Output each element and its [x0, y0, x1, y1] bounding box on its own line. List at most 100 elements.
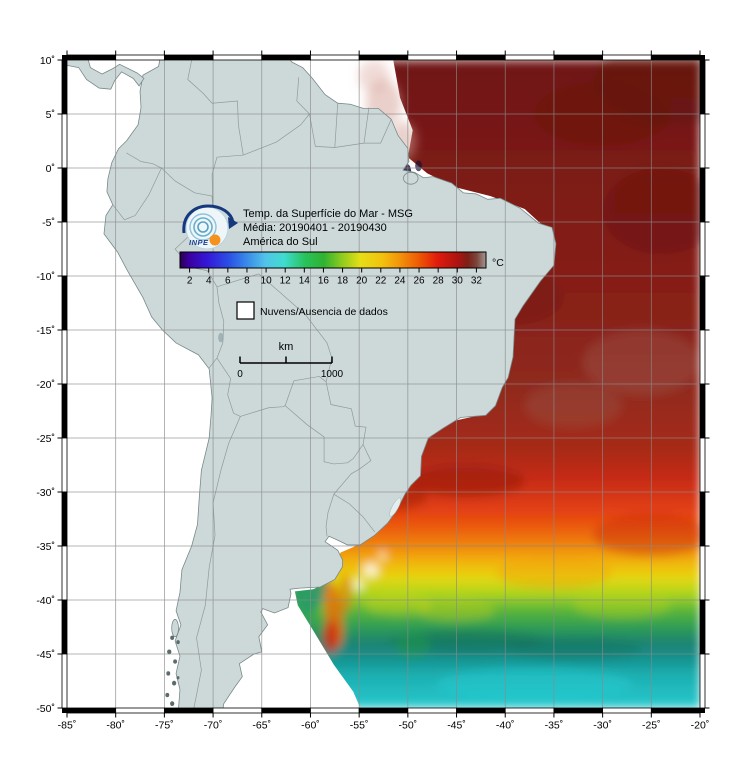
- frame-segment-top: [310, 54, 360, 61]
- frame-segment-right: [699, 59, 706, 115]
- lon-tick-label: -85˚: [58, 720, 77, 732]
- sst-patch: [583, 330, 701, 395]
- lat-tick-label: -15˚: [36, 325, 55, 337]
- map-interior: [67, 46, 701, 715]
- frame-segment-bottom: [456, 707, 506, 714]
- frame-corner: [62, 55, 67, 60]
- frame-segment-left: [61, 491, 68, 547]
- frame-segment-left: [61, 167, 68, 223]
- lon-tick-label: -55˚: [350, 720, 369, 732]
- frame-segment-bottom: [407, 707, 457, 714]
- scale-bar-unit: km: [279, 341, 294, 353]
- colorbar-tick-label: 16: [318, 276, 330, 287]
- sst-warm-filament: [338, 574, 353, 613]
- sst-patch: [524, 384, 623, 428]
- cloud-gap: [377, 551, 388, 561]
- logo-orbit-ring-icon: [197, 221, 209, 233]
- frame-segment-left: [61, 545, 68, 601]
- frame-segment-left: [61, 437, 68, 493]
- frame-segment-right: [699, 437, 706, 493]
- sst-eddy: [395, 632, 431, 659]
- frame-segment-bottom: [212, 707, 263, 714]
- frame-segment-top: [115, 54, 165, 61]
- colorbar-tick-label: 10: [261, 276, 273, 287]
- colorbar-gradient: [179, 251, 487, 269]
- cloud-gap: [363, 563, 379, 577]
- frame-segment-right: [699, 653, 706, 709]
- lat-tick-label: -5˚: [42, 217, 55, 229]
- frame-segment-right: [699, 545, 706, 601]
- nodata-legend: Nuvens/Ausencia de dados: [236, 301, 388, 320]
- lon-tick-label: -60˚: [301, 720, 320, 732]
- frame-segment-top: [261, 54, 311, 61]
- island-dot: [176, 676, 180, 680]
- lagoon-patos: [388, 496, 403, 518]
- island-dot: [170, 635, 175, 640]
- frame-segment-left: [61, 113, 68, 169]
- frame-segment-bottom: [115, 707, 165, 714]
- frame-segment-top: [358, 54, 409, 61]
- frame-segment-right: [699, 329, 706, 385]
- lat-tick-label: 0˚: [46, 163, 55, 175]
- lon-tick-label: -35˚: [545, 720, 564, 732]
- island-dot: [171, 680, 177, 686]
- frame-segment-left: [61, 329, 68, 385]
- frame-segment-bottom: [553, 707, 604, 714]
- map-title-block: Temp. da Superfície do Mar - MSG Média: …: [243, 208, 413, 248]
- frame-segment-left: [61, 653, 68, 709]
- logo-orange-dot-icon: [209, 234, 221, 246]
- lat-tick-label: -10˚: [36, 271, 55, 283]
- inpe-logo: INPE: [182, 204, 238, 250]
- lat-tick-label: -25˚: [36, 433, 55, 445]
- frame-segment-bottom: [310, 707, 360, 714]
- lake-titicaca: [218, 332, 224, 343]
- colorbar-tick-label: 24: [394, 276, 406, 287]
- colorbar-tick-label: 26: [413, 276, 425, 287]
- scale-bar-start: 0: [237, 369, 243, 380]
- lat-tick-label: -20˚: [36, 379, 55, 391]
- frame-corner: [700, 708, 705, 713]
- country-borders: [113, 46, 392, 715]
- frame-segment-left: [61, 383, 68, 439]
- frame-segment-left: [61, 599, 68, 655]
- sst-patch: [573, 592, 671, 619]
- sst-patch: [437, 666, 632, 702]
- frame-segment-right: [699, 275, 706, 331]
- frame-segment-left: [61, 275, 68, 331]
- haze-patch: [358, 60, 390, 93]
- logo-orbit-ring-icon: [189, 213, 217, 241]
- island-dot: [166, 671, 171, 676]
- colorbar-tick-label: 2: [187, 276, 193, 287]
- island-dot: [176, 640, 180, 645]
- nodata-legend-label: Nuvens/Ausencia de dados: [260, 306, 388, 318]
- island-dot: [173, 659, 178, 664]
- colorbar-tick-label: 4: [206, 276, 212, 287]
- frame-segment-left: [61, 221, 68, 277]
- colorbar-tick-label: 12: [280, 276, 292, 287]
- lon-tick-label: -80˚: [106, 720, 125, 732]
- lon-tick-label: -40˚: [496, 720, 515, 732]
- frame-segment-top: [650, 54, 701, 61]
- sst-patch: [407, 465, 525, 498]
- map-frame: [61, 54, 706, 714]
- frame-segment-top: [456, 54, 506, 61]
- axis-ticks: [57, 50, 710, 718]
- cloud-gap: [352, 579, 365, 591]
- frame-segment-bottom: [163, 707, 214, 714]
- island-marajo: [403, 172, 418, 184]
- fjord-islands: [165, 635, 180, 707]
- sst-patch: [602, 168, 701, 255]
- frame-segment-top: [504, 54, 555, 61]
- sst-cold-coastal-patch: [294, 581, 316, 630]
- colorbar-tick-label: 22: [375, 276, 387, 287]
- logo-text: INPE: [189, 238, 209, 247]
- colorbar-tick-label: 32: [471, 276, 483, 287]
- lon-tick-label: -70˚: [204, 720, 223, 732]
- frame-segment-top: [66, 54, 117, 61]
- frame-segment-right: [699, 383, 706, 439]
- frame-segment-left: [61, 59, 68, 115]
- graticule: [67, 60, 700, 708]
- frame-segment-bottom: [358, 707, 409, 714]
